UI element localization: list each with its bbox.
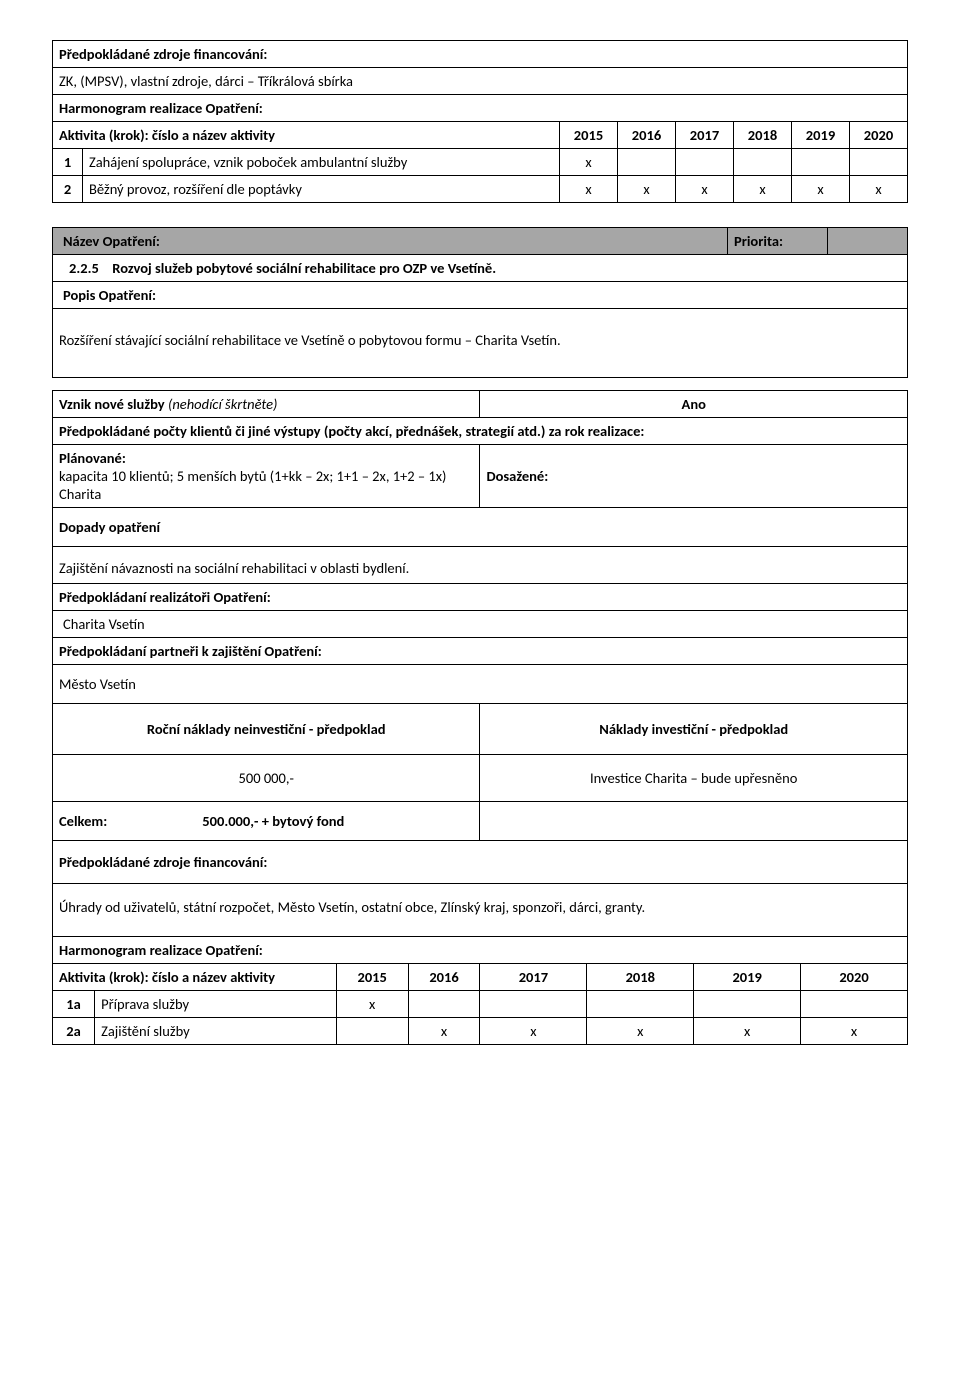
mark: x: [587, 1018, 694, 1045]
year: 2016: [408, 964, 480, 991]
year: 2020: [801, 964, 908, 991]
year: 2017: [676, 122, 734, 149]
activity-row: 1 Zahájení spolupráce, vznik poboček amb…: [53, 149, 908, 176]
activity-row: 2a Zajištění služby x x x x x: [53, 1018, 908, 1045]
partners-text: Město Vsetín: [53, 665, 908, 704]
section1-table: Předpokládané zdroje financování: ZK, (M…: [52, 40, 908, 203]
section2-table: Název Opatření: Priorita: 2.2.5 Rozvoj s…: [52, 227, 908, 378]
mark: [587, 991, 694, 1018]
inv-label: Náklady investiční - předpoklad: [480, 704, 908, 755]
noninv-label: Roční náklady neinvestiční - předpoklad: [53, 704, 480, 755]
mark: [336, 1018, 408, 1045]
funding-header: Předpokládané zdroje financování:: [53, 41, 908, 68]
mark: x: [480, 1018, 587, 1045]
mark: [792, 149, 850, 176]
mark: x: [336, 991, 408, 1018]
impact-header: Dopady opatření: [53, 508, 908, 547]
harmonogram2-header: Harmonogram realizace Opatření:: [53, 937, 908, 964]
inv-value: Investice Charita – bude upřesněno: [480, 755, 908, 802]
mark: x: [560, 149, 618, 176]
activity-row: 2 Běžný provoz, rozšíření dle poptávky x…: [53, 176, 908, 203]
vznik-italic: (nehodící škrtněte): [168, 395, 277, 413]
impact-text: Zajištění návaznosti na sociální rehabil…: [53, 547, 908, 584]
priority-label: Priorita:: [728, 228, 828, 255]
mark: x: [676, 176, 734, 203]
year: 2016: [618, 122, 676, 149]
mark: [801, 991, 908, 1018]
year: 2017: [480, 964, 587, 991]
vznik-label: Vznik nové služby: [59, 395, 165, 413]
popis-text: Rozšíření stávající sociální rehabilitac…: [53, 309, 908, 378]
mark: x: [801, 1018, 908, 1045]
total-cell: Celkem: 500.000,- + bytový fond: [53, 802, 480, 841]
total-label: Celkem:: [59, 812, 199, 830]
priority-value: [828, 228, 908, 255]
year: 2015: [560, 122, 618, 149]
mark: x: [694, 1018, 801, 1045]
noninv-value: 500 000,-: [53, 755, 480, 802]
planned-cell: Plánované: kapacita 10 klientů; 5 menšíc…: [53, 445, 480, 508]
row-name: Zajištění služby: [95, 1018, 337, 1045]
mark: x: [792, 176, 850, 203]
realizers-header: Předpokládaní realizátoři Opatření:: [53, 584, 908, 611]
row-num: 2: [53, 176, 83, 203]
row-num: 1: [53, 149, 83, 176]
activity-header: Aktivita (krok): číslo a název aktivity: [53, 122, 560, 149]
vznik-cell: Vznik nové služby (nehodící škrtněte): [53, 391, 480, 418]
year: 2019: [694, 964, 801, 991]
mark: [618, 149, 676, 176]
mark: [480, 991, 587, 1018]
activity2-header: Aktivita (krok): číslo a název aktivity: [53, 964, 337, 991]
mark: x: [618, 176, 676, 203]
measure-title: 2.2.5 Rozvoj služeb pobytové sociální re…: [53, 255, 908, 282]
section2-details: Vznik nové služby (nehodící škrtněte) An…: [52, 390, 908, 1045]
row-name: Běžný provoz, rozšíření dle poptávky: [83, 176, 560, 203]
mark: [408, 991, 480, 1018]
counts-header: Předpokládané počty klientů či jiné výst…: [53, 418, 908, 445]
mark: [676, 149, 734, 176]
funding-text: ZK, (MPSV), vlastní zdroje, dárci – Třík…: [53, 68, 908, 95]
year: 2015: [336, 964, 408, 991]
row-name: Zahájení spolupráce, vznik poboček ambul…: [83, 149, 560, 176]
title-label: Název Opatření:: [53, 228, 728, 255]
mark: x: [734, 176, 792, 203]
activity-row: 1a Příprava služby x: [53, 991, 908, 1018]
mark: x: [560, 176, 618, 203]
mark: x: [850, 176, 908, 203]
year: 2018: [587, 964, 694, 991]
total-inv-empty: [480, 802, 908, 841]
measure-num: 2.2.5: [59, 259, 109, 277]
harmonogram-header: Harmonogram realizace Opatření:: [53, 95, 908, 122]
row-num: 1a: [53, 991, 95, 1018]
popis-header: Popis Opatření:: [53, 282, 908, 309]
planned-label: Plánované:: [59, 449, 126, 467]
year: 2019: [792, 122, 850, 149]
achieved-cell: Dosažené:: [480, 445, 908, 508]
vznik-value: Ano: [480, 391, 908, 418]
funding2-text: Úhrady od uživatelů, státní rozpočet, Mě…: [53, 884, 908, 937]
planned-text: kapacita 10 klientů; 5 menších bytů (1+k…: [59, 467, 446, 503]
measure-name: Rozvoj služeb pobytové sociální rehabili…: [112, 259, 496, 277]
mark: [734, 149, 792, 176]
year: 2018: [734, 122, 792, 149]
mark: x: [408, 1018, 480, 1045]
mark: [694, 991, 801, 1018]
mark: [850, 149, 908, 176]
year: 2020: [850, 122, 908, 149]
row-num: 2a: [53, 1018, 95, 1045]
funding2-header: Předpokládané zdroje financování:: [53, 841, 908, 884]
total-value: 500.000,- + bytový fond: [202, 812, 344, 830]
partners-header: Předpokládaní partneři k zajištění Opatř…: [53, 638, 908, 665]
realizers-text: Charita Vsetín: [53, 611, 908, 638]
achieved-label: Dosažené:: [486, 467, 548, 485]
row-name: Příprava služby: [95, 991, 337, 1018]
